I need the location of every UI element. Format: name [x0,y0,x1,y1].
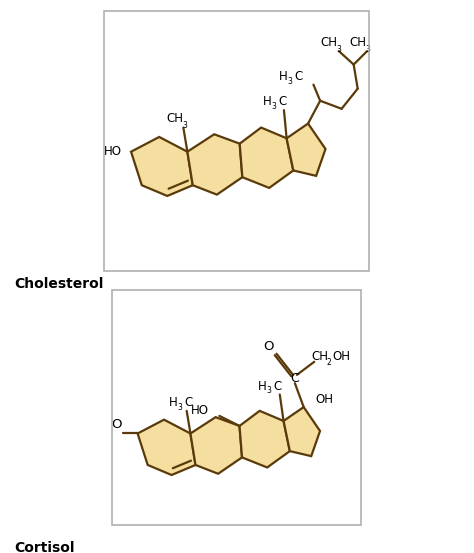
Text: C: C [184,397,192,409]
Text: OH: OH [315,393,333,406]
Text: C: C [294,70,302,83]
Polygon shape [131,137,193,196]
Text: 3: 3 [267,386,272,395]
Polygon shape [240,128,293,188]
Text: OH: OH [333,349,351,363]
Text: CH: CH [320,36,337,49]
Text: 3: 3 [365,45,370,54]
Text: H: H [258,380,267,393]
Polygon shape [137,420,195,475]
Polygon shape [287,123,326,176]
Text: Cortisol: Cortisol [14,541,75,553]
Text: CH: CH [349,36,366,49]
Text: HO: HO [191,404,210,418]
Text: H: H [169,397,178,409]
Text: H: H [279,70,287,83]
Text: 2: 2 [327,358,332,367]
Text: 3: 3 [182,121,187,130]
Polygon shape [239,411,290,467]
Text: 3: 3 [287,77,292,86]
Text: CH: CH [166,112,183,125]
Text: C: C [273,380,282,393]
Text: C: C [279,95,287,108]
Text: 3: 3 [336,45,341,54]
Polygon shape [283,407,320,456]
Text: O: O [111,418,122,431]
Text: H: H [263,95,272,108]
Text: 3: 3 [272,102,277,111]
Text: HO: HO [104,145,122,158]
Text: O: O [264,340,274,353]
Text: 3: 3 [178,403,183,412]
Text: C: C [291,372,299,385]
Polygon shape [187,134,242,195]
Polygon shape [191,417,242,474]
Text: Cholesterol: Cholesterol [14,276,104,290]
Text: CH: CH [311,349,328,363]
